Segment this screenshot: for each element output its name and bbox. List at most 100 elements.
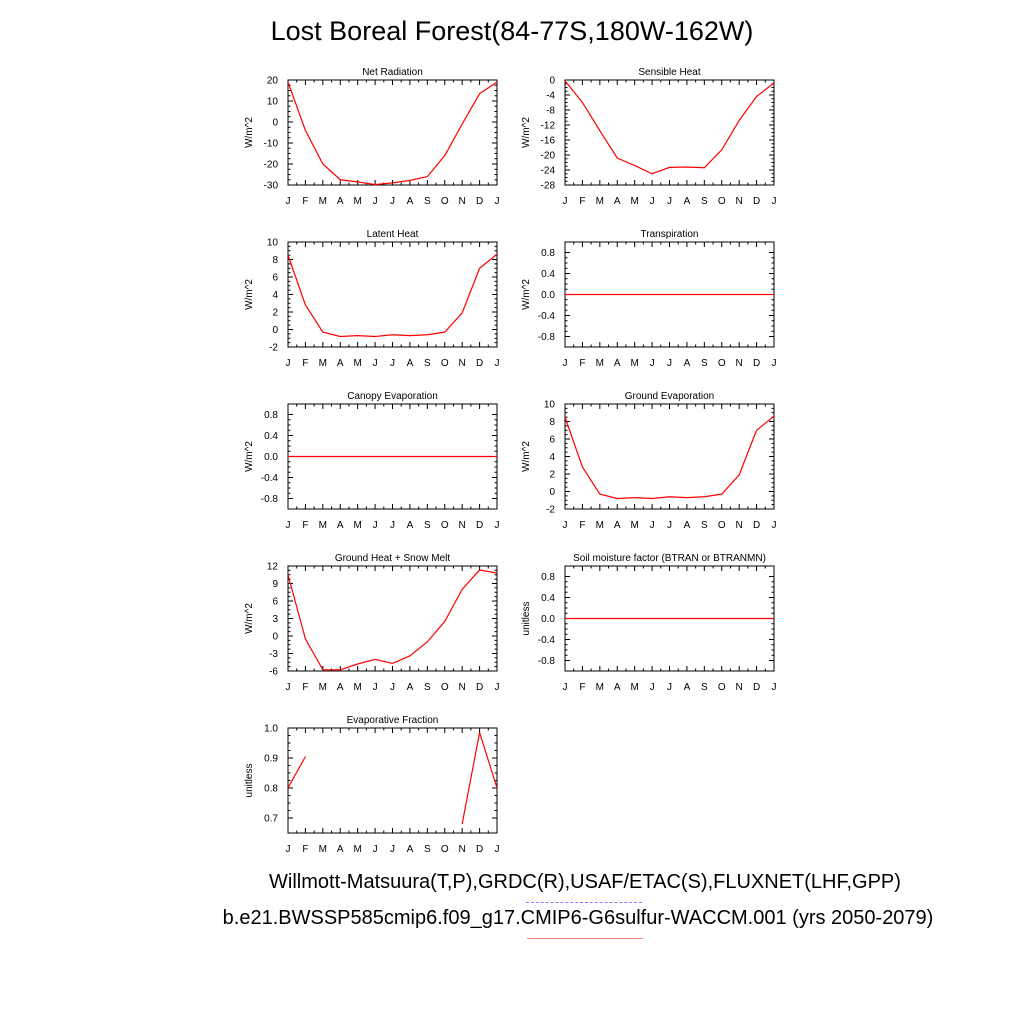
y-tick-label: 0.8 [541, 572, 555, 583]
x-tick-label: J [772, 358, 777, 369]
x-tick-label: J [495, 844, 500, 855]
y-axis-label: W/m^2 [244, 279, 255, 310]
x-tick-label: J [650, 682, 655, 693]
y-tick-label: 4 [549, 452, 555, 463]
y-tick-label: 0.4 [541, 593, 555, 604]
x-tick-label: S [701, 196, 708, 207]
x-tick-label: F [579, 196, 585, 207]
y-tick-label: 0.8 [541, 248, 555, 259]
x-tick-label: N [736, 358, 743, 369]
y-tick-label: -0.8 [538, 656, 556, 667]
series-line [461, 732, 497, 825]
x-tick-label: J [286, 196, 291, 207]
observations-dash-legend [526, 902, 642, 903]
x-tick-label: J [495, 196, 500, 207]
y-tick-label: -2 [546, 505, 555, 516]
x-tick-label: J [667, 358, 672, 369]
x-tick-label: J [495, 682, 500, 693]
x-tick-label: J [667, 520, 672, 531]
chart-panel: J F M A M J J A S O N D J-28-24-20-16-12-8-40Sensibl… [521, 67, 777, 207]
y-tick-label: 0 [272, 325, 278, 336]
x-tick-label: A [407, 358, 414, 369]
x-tick-label: J [650, 196, 655, 207]
y-tick-label: 0.0 [264, 452, 278, 463]
x-tick-label: N [736, 520, 743, 531]
x-tick-label: N [736, 196, 743, 207]
x-tick-label: J [495, 358, 500, 369]
y-tick-label: 0.7 [264, 814, 278, 825]
x-tick-label: A [614, 196, 621, 207]
y-tick-label: 2 [272, 308, 278, 319]
x-tick-label: A [407, 196, 414, 207]
x-tick-label: A [337, 520, 344, 531]
y-tick-label: -24 [541, 166, 556, 177]
x-tick-label: M [596, 358, 604, 369]
x-tick-label: S [424, 358, 431, 369]
x-tick-label: A [337, 196, 344, 207]
x-tick-label: A [407, 520, 414, 531]
x-tick-label: J [373, 682, 378, 693]
x-tick-label: F [302, 196, 308, 207]
x-tick-label: J [772, 682, 777, 693]
y-tick-label: -16 [541, 136, 556, 147]
y-tick-label: -0.4 [538, 635, 556, 646]
x-tick-label: D [753, 520, 760, 531]
y-tick-label: 0.8 [264, 410, 278, 421]
x-tick-label: A [684, 196, 691, 207]
x-tick-label: D [476, 358, 483, 369]
x-tick-label: M [630, 358, 638, 369]
x-tick-label: J [373, 844, 378, 855]
x-tick-label: D [753, 358, 760, 369]
y-axis-label: W/m^2 [244, 603, 255, 634]
x-tick-label: M [319, 844, 327, 855]
x-tick-label: D [476, 682, 483, 693]
x-tick-label: A [614, 682, 621, 693]
series-line [288, 569, 497, 671]
series-line [288, 756, 306, 789]
y-tick-label: -0.4 [261, 473, 279, 484]
y-tick-label: 4 [272, 290, 278, 301]
x-tick-label: F [579, 682, 585, 693]
y-tick-label: 0 [549, 76, 555, 87]
y-axis-label: W/m^2 [244, 441, 255, 472]
panel-title: Net Radiation [362, 67, 423, 78]
y-tick-label: 0.4 [264, 431, 278, 442]
y-tick-label: 10 [267, 238, 279, 249]
x-tick-label: A [337, 844, 344, 855]
x-tick-label: N [459, 844, 466, 855]
plot-frame [287, 565, 498, 672]
x-tick-label: M [630, 196, 638, 207]
x-tick-label: J [373, 358, 378, 369]
x-tick-label: J [563, 196, 568, 207]
x-tick-label: A [684, 682, 691, 693]
x-tick-label: M [319, 682, 327, 693]
x-tick-label: A [614, 520, 621, 531]
x-tick-label: F [302, 844, 308, 855]
x-tick-label: F [302, 358, 308, 369]
plot-frame [287, 241, 498, 348]
y-tick-label: 0.0 [541, 290, 555, 301]
x-tick-label: J [390, 358, 395, 369]
x-tick-label: J [563, 520, 568, 531]
x-tick-label: A [684, 520, 691, 531]
y-tick-label: 0 [272, 118, 278, 129]
y-tick-label: 8 [549, 417, 555, 428]
x-tick-label: D [753, 682, 760, 693]
x-tick-label: D [476, 520, 483, 531]
y-tick-label: -0.4 [538, 311, 556, 322]
y-tick-label: 3 [272, 614, 278, 625]
y-tick-label: 1.0 [264, 724, 278, 735]
y-tick-label: 9 [272, 579, 278, 590]
chart-panel: J F M A M J J A S O N D J-0.8-0.40.00.40.8Transpirat… [521, 229, 777, 369]
y-tick-label: -0.8 [538, 332, 556, 343]
y-tick-label: -0.8 [261, 494, 279, 505]
y-axis-label: unitless [244, 764, 255, 798]
y-tick-label: 6 [272, 273, 278, 284]
x-tick-label: J [286, 844, 291, 855]
x-tick-label: J [772, 520, 777, 531]
x-tick-label: J [667, 196, 672, 207]
plot-frame [564, 79, 775, 186]
